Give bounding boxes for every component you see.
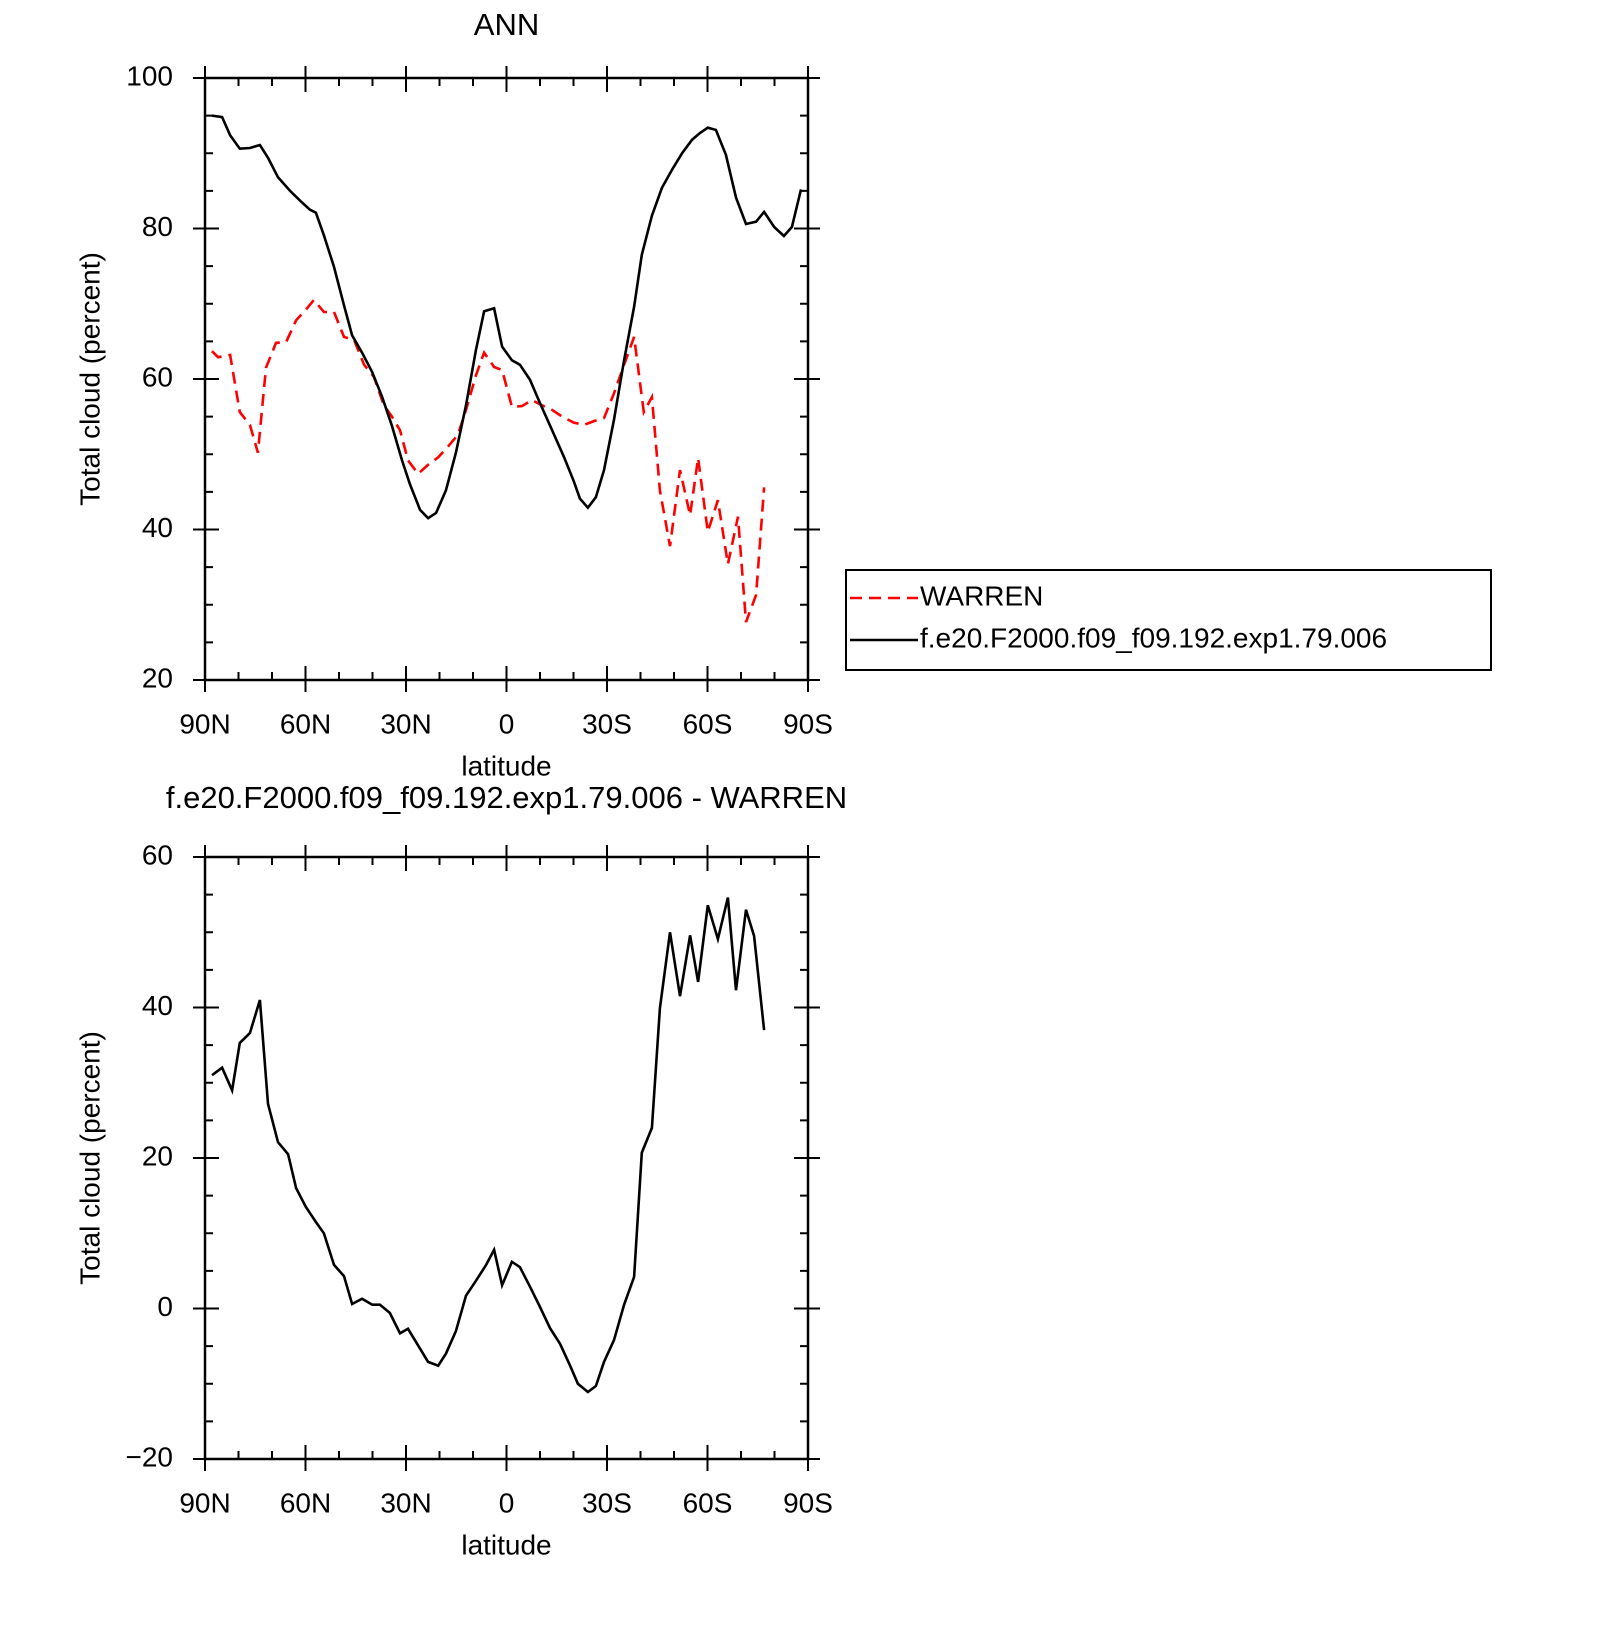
x-tick-label: 30N	[380, 1487, 431, 1518]
x-tick-label: 90S	[783, 1487, 833, 1518]
data-line	[211, 297, 766, 623]
legend-box	[845, 569, 1492, 671]
legend-label: WARREN	[920, 580, 1043, 611]
y-tick-label: 40	[142, 990, 173, 1021]
y-tick-label: 60	[142, 361, 173, 392]
y-tick-label: 40	[142, 512, 173, 543]
x-axis-label: latitude	[461, 1529, 551, 1560]
x-tick-label: 30S	[582, 708, 632, 739]
y-axis-label: Total cloud (percent)	[74, 252, 105, 506]
x-axis-label: latitude	[461, 750, 551, 781]
y-tick-label: 0	[157, 1291, 173, 1322]
y-tick-label: 20	[142, 662, 173, 693]
plot-frame	[203, 76, 810, 682]
y-tick-label: 80	[142, 211, 173, 242]
x-tick-label: 90S	[783, 708, 833, 739]
x-tick-label: 0	[499, 1487, 515, 1518]
x-tick-label: 30S	[582, 1487, 632, 1518]
x-tick-label: 60S	[683, 708, 733, 739]
y-tick-label: 60	[142, 839, 173, 870]
x-tick-label: 60N	[280, 1487, 331, 1518]
y-tick-label: 20	[142, 1140, 173, 1171]
plot-frame	[203, 855, 810, 1461]
chart-title: f.e20.F2000.f09_f09.192.exp1.79.006 - WA…	[166, 780, 847, 815]
legend-label: f.e20.F2000.f09_f09.192.exp1.79.006	[920, 622, 1387, 653]
x-tick-label: 60S	[683, 1487, 733, 1518]
data-line	[211, 897, 766, 1394]
data-line	[211, 114, 803, 520]
x-tick-label: 60N	[280, 708, 331, 739]
x-tick-label: 90N	[179, 1487, 230, 1518]
y-tick-label: 100	[126, 60, 173, 91]
x-tick-label: 30N	[380, 708, 431, 739]
y-axis-label: Total cloud (percent)	[74, 1031, 105, 1285]
y-tick-label: −20	[126, 1441, 174, 1472]
x-tick-label: 0	[499, 708, 515, 739]
x-tick-label: 90N	[179, 708, 230, 739]
chart-title: ANN	[474, 7, 539, 42]
